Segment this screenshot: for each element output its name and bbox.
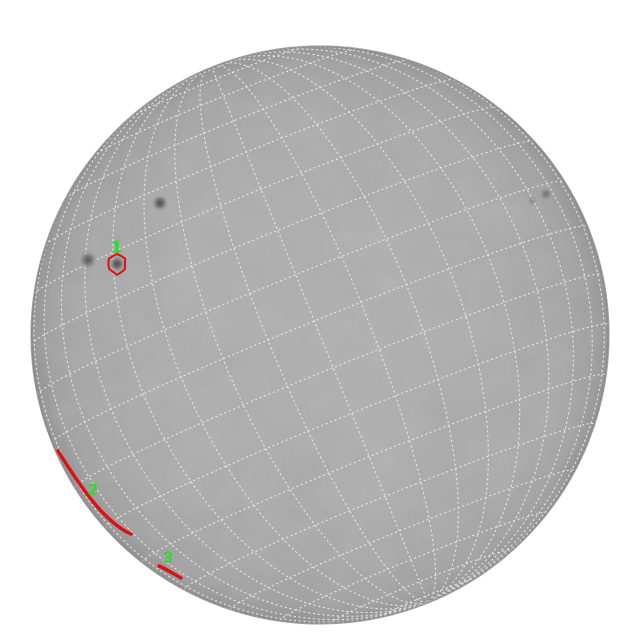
sunspot [108,255,126,273]
solar-limb [30,45,610,625]
filament-markers: 1 2 3 [56,237,183,580]
sunspot [151,194,169,212]
filament-label-3: 3 [163,548,172,567]
filament-spine [56,449,133,536]
filament-label-1: 1 [112,237,121,256]
filament-spine [157,564,183,580]
filament-label-2: 2 [88,480,97,499]
sunspot [78,250,98,270]
sunspot [538,186,554,202]
dark-features [78,186,554,273]
sunspot [526,195,538,207]
filament-contour [107,253,127,276]
